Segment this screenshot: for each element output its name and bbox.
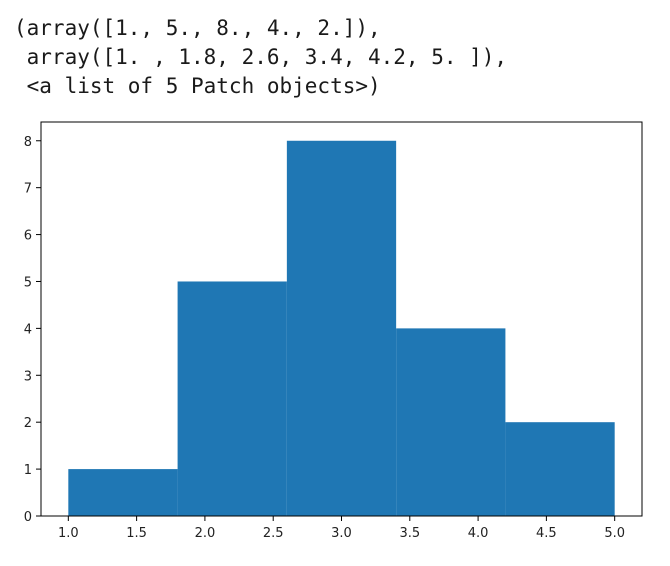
y-tick-label: 6 <box>24 229 32 244</box>
x-tick-label: 3.0 <box>331 526 352 541</box>
x-tick-label: 1.0 <box>58 526 79 541</box>
y-axis: 0 1 2 3 4 5 6 7 8 <box>24 135 41 525</box>
x-tick-label: 5.0 <box>604 526 625 541</box>
y-tick-label: 7 <box>24 182 32 197</box>
y-tick-label: 3 <box>24 369 32 384</box>
output-line: <a list of 5 Patch objects>) <box>14 74 381 98</box>
x-tick-label: 3.5 <box>399 526 420 541</box>
cell-output-text: (array([1., 5., 8., 4., 2.]), array([1. … <box>14 14 507 101</box>
y-tick-label: 2 <box>24 416 32 431</box>
histogram-bar <box>396 328 506 516</box>
x-tick-label: 4.0 <box>468 526 489 541</box>
x-axis: 1.0 1.5 2.0 2.5 3.0 3.5 4.0 4.5 5.0 <box>58 516 625 541</box>
x-tick-label: 4.5 <box>536 526 557 541</box>
output-line: (array([1., 5., 8., 4., 2.]), <box>14 16 381 40</box>
output-line: array([1. , 1.8, 2.6, 3.4, 4.2, 5. ]), <box>14 45 508 69</box>
y-tick-label: 1 <box>24 463 32 478</box>
y-tick-label: 5 <box>24 275 32 290</box>
histogram-bars <box>68 140 615 516</box>
histogram-bar <box>177 281 287 516</box>
x-tick-label: 2.0 <box>195 526 216 541</box>
x-tick-label: 1.5 <box>126 526 147 541</box>
histogram-bar <box>68 469 178 516</box>
x-tick-label: 2.5 <box>263 526 284 541</box>
y-tick-label: 8 <box>24 135 32 150</box>
histogram-bar <box>286 140 397 516</box>
histogram-bar <box>505 422 615 516</box>
y-tick-label: 4 <box>24 322 32 337</box>
y-tick-label: 0 <box>24 510 32 525</box>
